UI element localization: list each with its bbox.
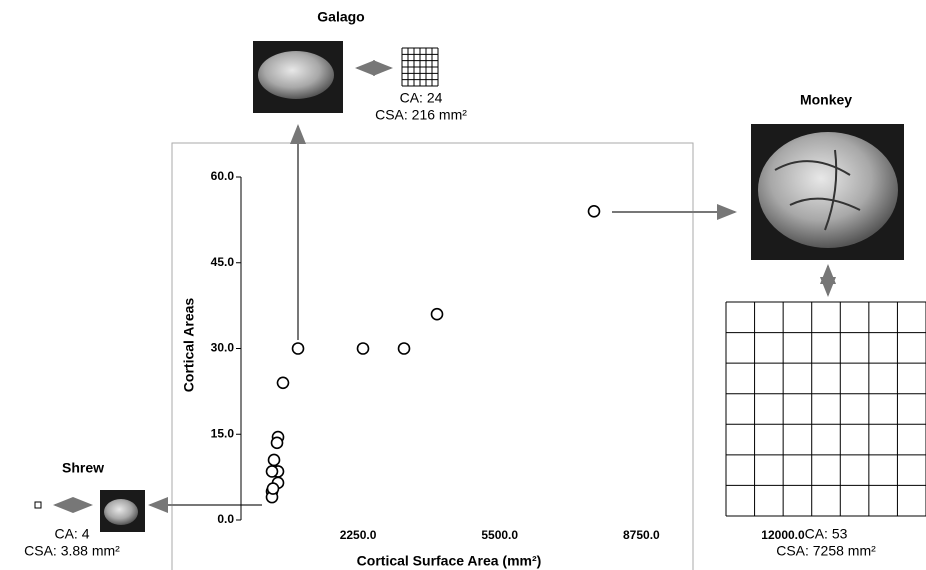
y-axis-label: Cortical Areas [181, 298, 197, 393]
plot-frame [171, 142, 694, 570]
x-tick-label: 8750.0 [623, 528, 660, 542]
shrew-csa: CSA: 3.88 mm² [24, 543, 120, 559]
galago-ca: CA: 24 [400, 90, 443, 106]
y-tick-label: 15.0 [211, 426, 235, 440]
x-axis-label: Cortical Surface Area (mm²) [357, 553, 542, 569]
point [356, 342, 370, 355]
monkey-csa: CSA: 7258 mm² [776, 543, 876, 559]
point [587, 205, 601, 218]
galago-grid [401, 47, 439, 87]
point [276, 376, 290, 390]
shrew-ca: CA: 4 [54, 526, 89, 542]
galago-title: Galago [317, 9, 364, 25]
monkey-brain [758, 132, 898, 248]
point [270, 436, 284, 450]
y-tick-label: 45.0 [211, 255, 235, 269]
point [265, 465, 279, 478]
sulci [774, 149, 861, 231]
galago-csa: CSA: 216 mm² [375, 107, 467, 123]
x-tick-label: 5500.0 [481, 528, 518, 542]
point [430, 307, 444, 321]
shrew-title: Shrew [62, 460, 104, 476]
galago-brain [258, 51, 334, 99]
point [397, 342, 411, 355]
monkey-ca: CA: 53 [805, 526, 848, 542]
y-tick-label: 0.0 [217, 512, 234, 526]
y-tick-label: 60.0 [211, 169, 235, 183]
y-tick-label: 30.0 [211, 341, 235, 355]
x-tick-label: 2250.0 [340, 528, 377, 542]
point [266, 482, 280, 495]
point [291, 342, 305, 355]
shrew-grid [34, 501, 42, 509]
point [267, 453, 281, 467]
plot: 0.0 15.0 30.0 45.0 60.0 2250.0 5500.0 8750.0 120… [211, 169, 805, 542]
monkey-title: Monkey [800, 92, 852, 108]
x-tick-label: 12000.0 [761, 528, 805, 542]
shrew-brain [104, 499, 138, 525]
monkey-grid [725, 301, 926, 517]
